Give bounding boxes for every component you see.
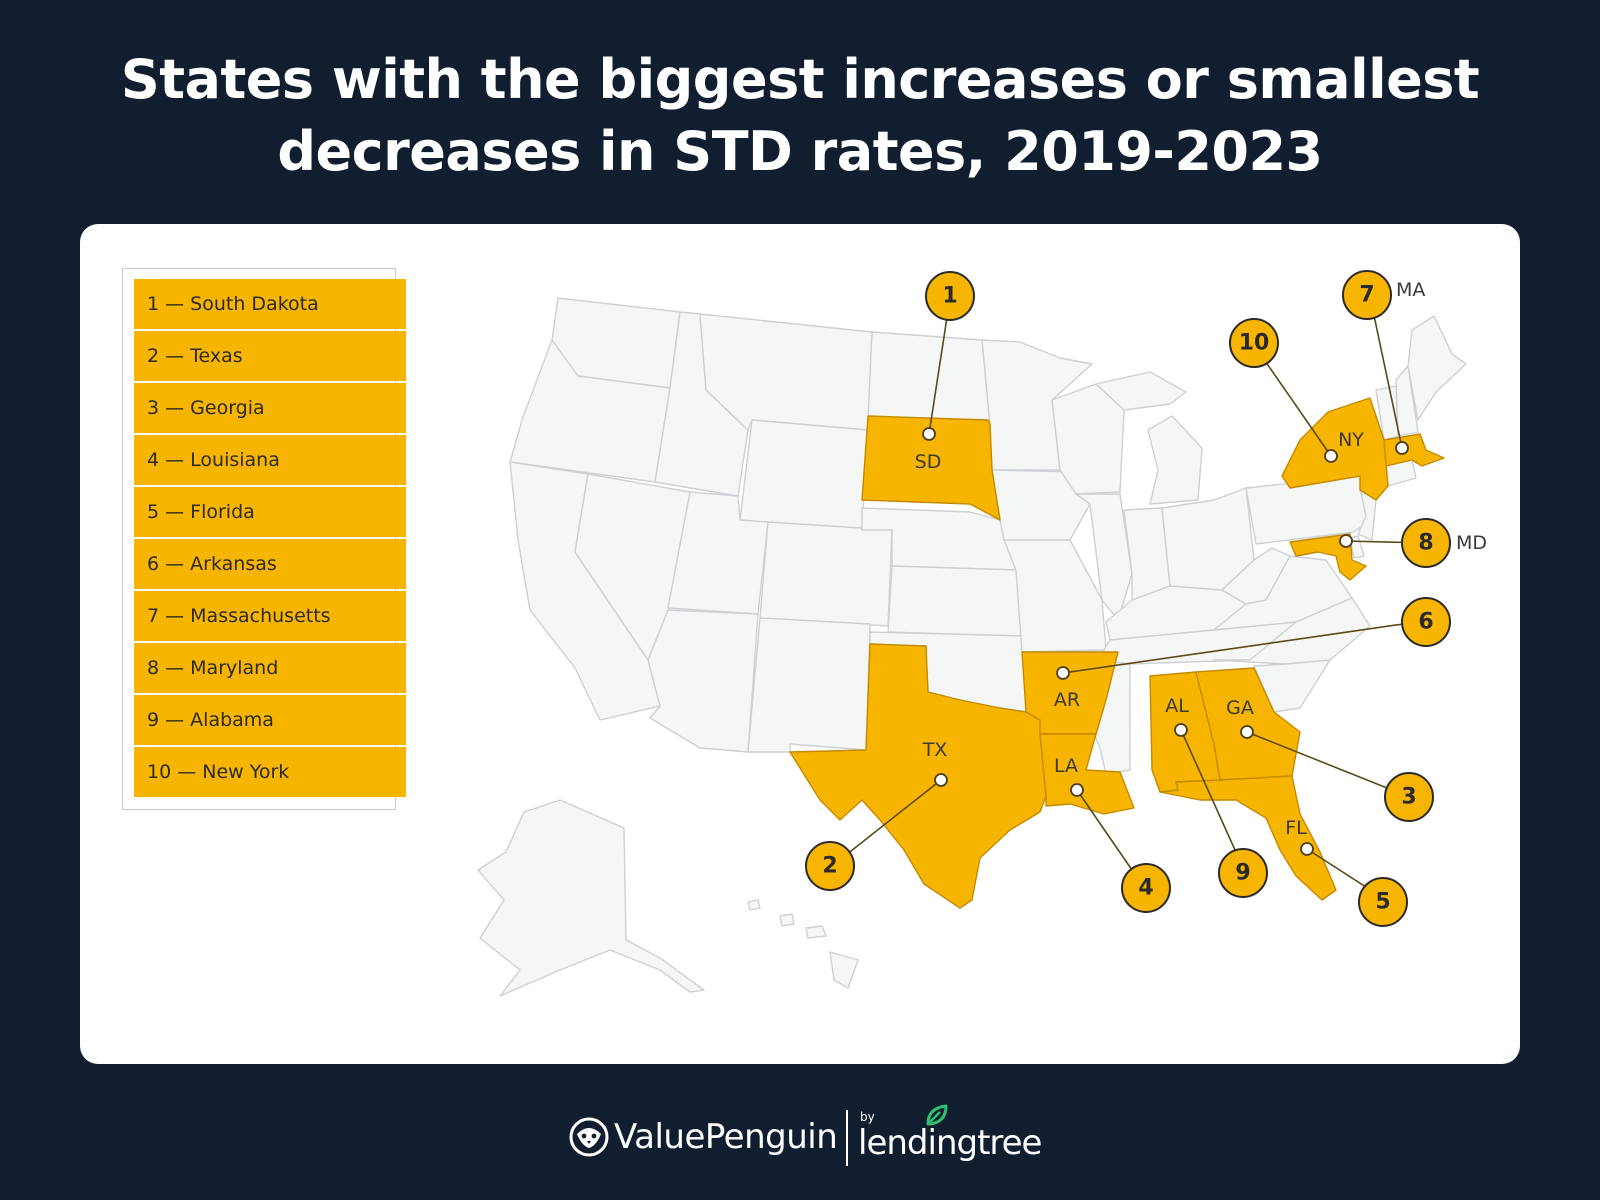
label-sd: SD (915, 451, 942, 473)
label-ga: GA (1226, 697, 1254, 719)
state-me (1407, 315, 1467, 421)
state-nd (867, 331, 991, 425)
badge-8-num: 8 (1418, 531, 1433, 556)
state-va (1213, 555, 1353, 631)
badge-1-num: 1 (942, 284, 957, 309)
dot-ny (1324, 449, 1338, 463)
state-ak (477, 799, 705, 997)
badge-6: 6 (1401, 597, 1451, 647)
state-ga (1195, 667, 1301, 781)
dot-ar (1056, 666, 1070, 680)
dot-tx (934, 773, 948, 787)
dot-fl (1300, 842, 1314, 856)
state-labels: SD TX AR LA AL GA FL NY MA MD (915, 279, 1487, 839)
dot-md (1339, 534, 1353, 548)
state-nm (747, 617, 871, 753)
badge-9-num: 9 (1235, 861, 1250, 886)
state-pa (1245, 475, 1371, 545)
badge-10: 10 (1229, 318, 1279, 368)
label-al: AL (1165, 695, 1189, 717)
footer-divider (846, 1110, 848, 1166)
leader-9 (1180, 729, 1245, 871)
map-card: 1 — South Dakota 2 — Texas 3 — Georgia 4… (80, 224, 1520, 1064)
badge-2: 2 (805, 841, 855, 891)
badge-5-num: 5 (1375, 890, 1390, 915)
by-label: by (860, 1110, 875, 1124)
page-title: States with the biggest increases or sma… (0, 44, 1600, 188)
us-map: SD TX AR LA AL GA FL NY MA MD (477, 270, 1487, 997)
label-fl: FL (1285, 817, 1307, 839)
state-fl (1159, 775, 1337, 901)
legend-item-3: 3 — Georgia (134, 383, 406, 433)
state-tx (789, 643, 1047, 909)
state-ks (887, 565, 1023, 637)
partner-name: lendingtree (858, 1123, 1042, 1163)
state-mi (1095, 371, 1203, 505)
label-ar: AR (1054, 689, 1080, 711)
legend: 1 — South Dakota 2 — Texas 3 — Georgia 4… (122, 268, 406, 810)
legend-item-2: 2 — Texas (134, 331, 406, 381)
dot-la (1070, 783, 1084, 797)
dot-sd (922, 427, 936, 441)
legend-item-6: 6 — Arkansas (134, 539, 406, 589)
legend-item-4: 4 — Louisiana (134, 435, 406, 485)
badge-10-num: 10 (1239, 331, 1270, 356)
penguin-icon (569, 1117, 609, 1157)
dot-ma (1395, 441, 1409, 455)
leader-7 (1371, 305, 1403, 449)
state-ma (1383, 433, 1445, 467)
dot-ga (1240, 725, 1254, 739)
state-az (647, 609, 759, 753)
legend-item-1: 1 — South Dakota (134, 279, 406, 329)
anchor-dots (922, 427, 1409, 856)
base-states (477, 297, 1467, 997)
title-line-2: decreases in STD rates, 2019-2023 (277, 120, 1323, 183)
badge-7-num: 7 (1359, 283, 1374, 308)
badge-4-num: 4 (1138, 876, 1153, 901)
state-wy (739, 419, 869, 531)
title-line-1: States with the biggest increases or sma… (120, 48, 1480, 111)
footer: ValuePenguin by lendingtree (0, 1104, 1600, 1170)
state-sd (861, 415, 1001, 521)
badge-3-num: 3 (1401, 785, 1416, 810)
badge-8: 8 (1401, 518, 1451, 568)
label-tx: TX (922, 739, 948, 761)
badge-5: 5 (1358, 877, 1408, 927)
badge-2-num: 2 (822, 854, 837, 879)
label-ma: MA (1396, 279, 1425, 301)
leader-3 (1246, 731, 1408, 797)
state-la (1039, 733, 1135, 815)
state-hi (747, 899, 859, 989)
state-co (759, 521, 893, 627)
legend-item-10: 10 — New York (134, 747, 406, 797)
badge-1: 1 (925, 271, 975, 321)
label-la: LA (1054, 755, 1078, 777)
brand-name: ValuePenguin (614, 1117, 838, 1157)
dot-al (1174, 723, 1188, 737)
highlighted-states (789, 397, 1445, 909)
badge-6-num: 6 (1418, 610, 1433, 635)
legend-item-8: 8 — Maryland (134, 643, 406, 693)
label-ny: NY (1338, 429, 1364, 451)
badge-3: 3 (1384, 772, 1434, 822)
leaf-icon (926, 1104, 948, 1126)
label-md: MD (1456, 532, 1487, 554)
badge-4: 4 (1121, 863, 1171, 913)
state-nh (1395, 365, 1419, 437)
legend-item-5: 5 — Florida (134, 487, 406, 537)
legend-item-7: 7 — Massachusetts (134, 591, 406, 641)
leader-6 (1062, 620, 1425, 674)
badge-7: 7 (1342, 270, 1392, 320)
badge-9: 9 (1218, 848, 1268, 898)
rank-badges: 1 2 3 4 5 6 7 8 9 10 (805, 270, 1451, 927)
legend-item-9: 9 — Alabama (134, 695, 406, 745)
state-ny (1281, 397, 1389, 501)
